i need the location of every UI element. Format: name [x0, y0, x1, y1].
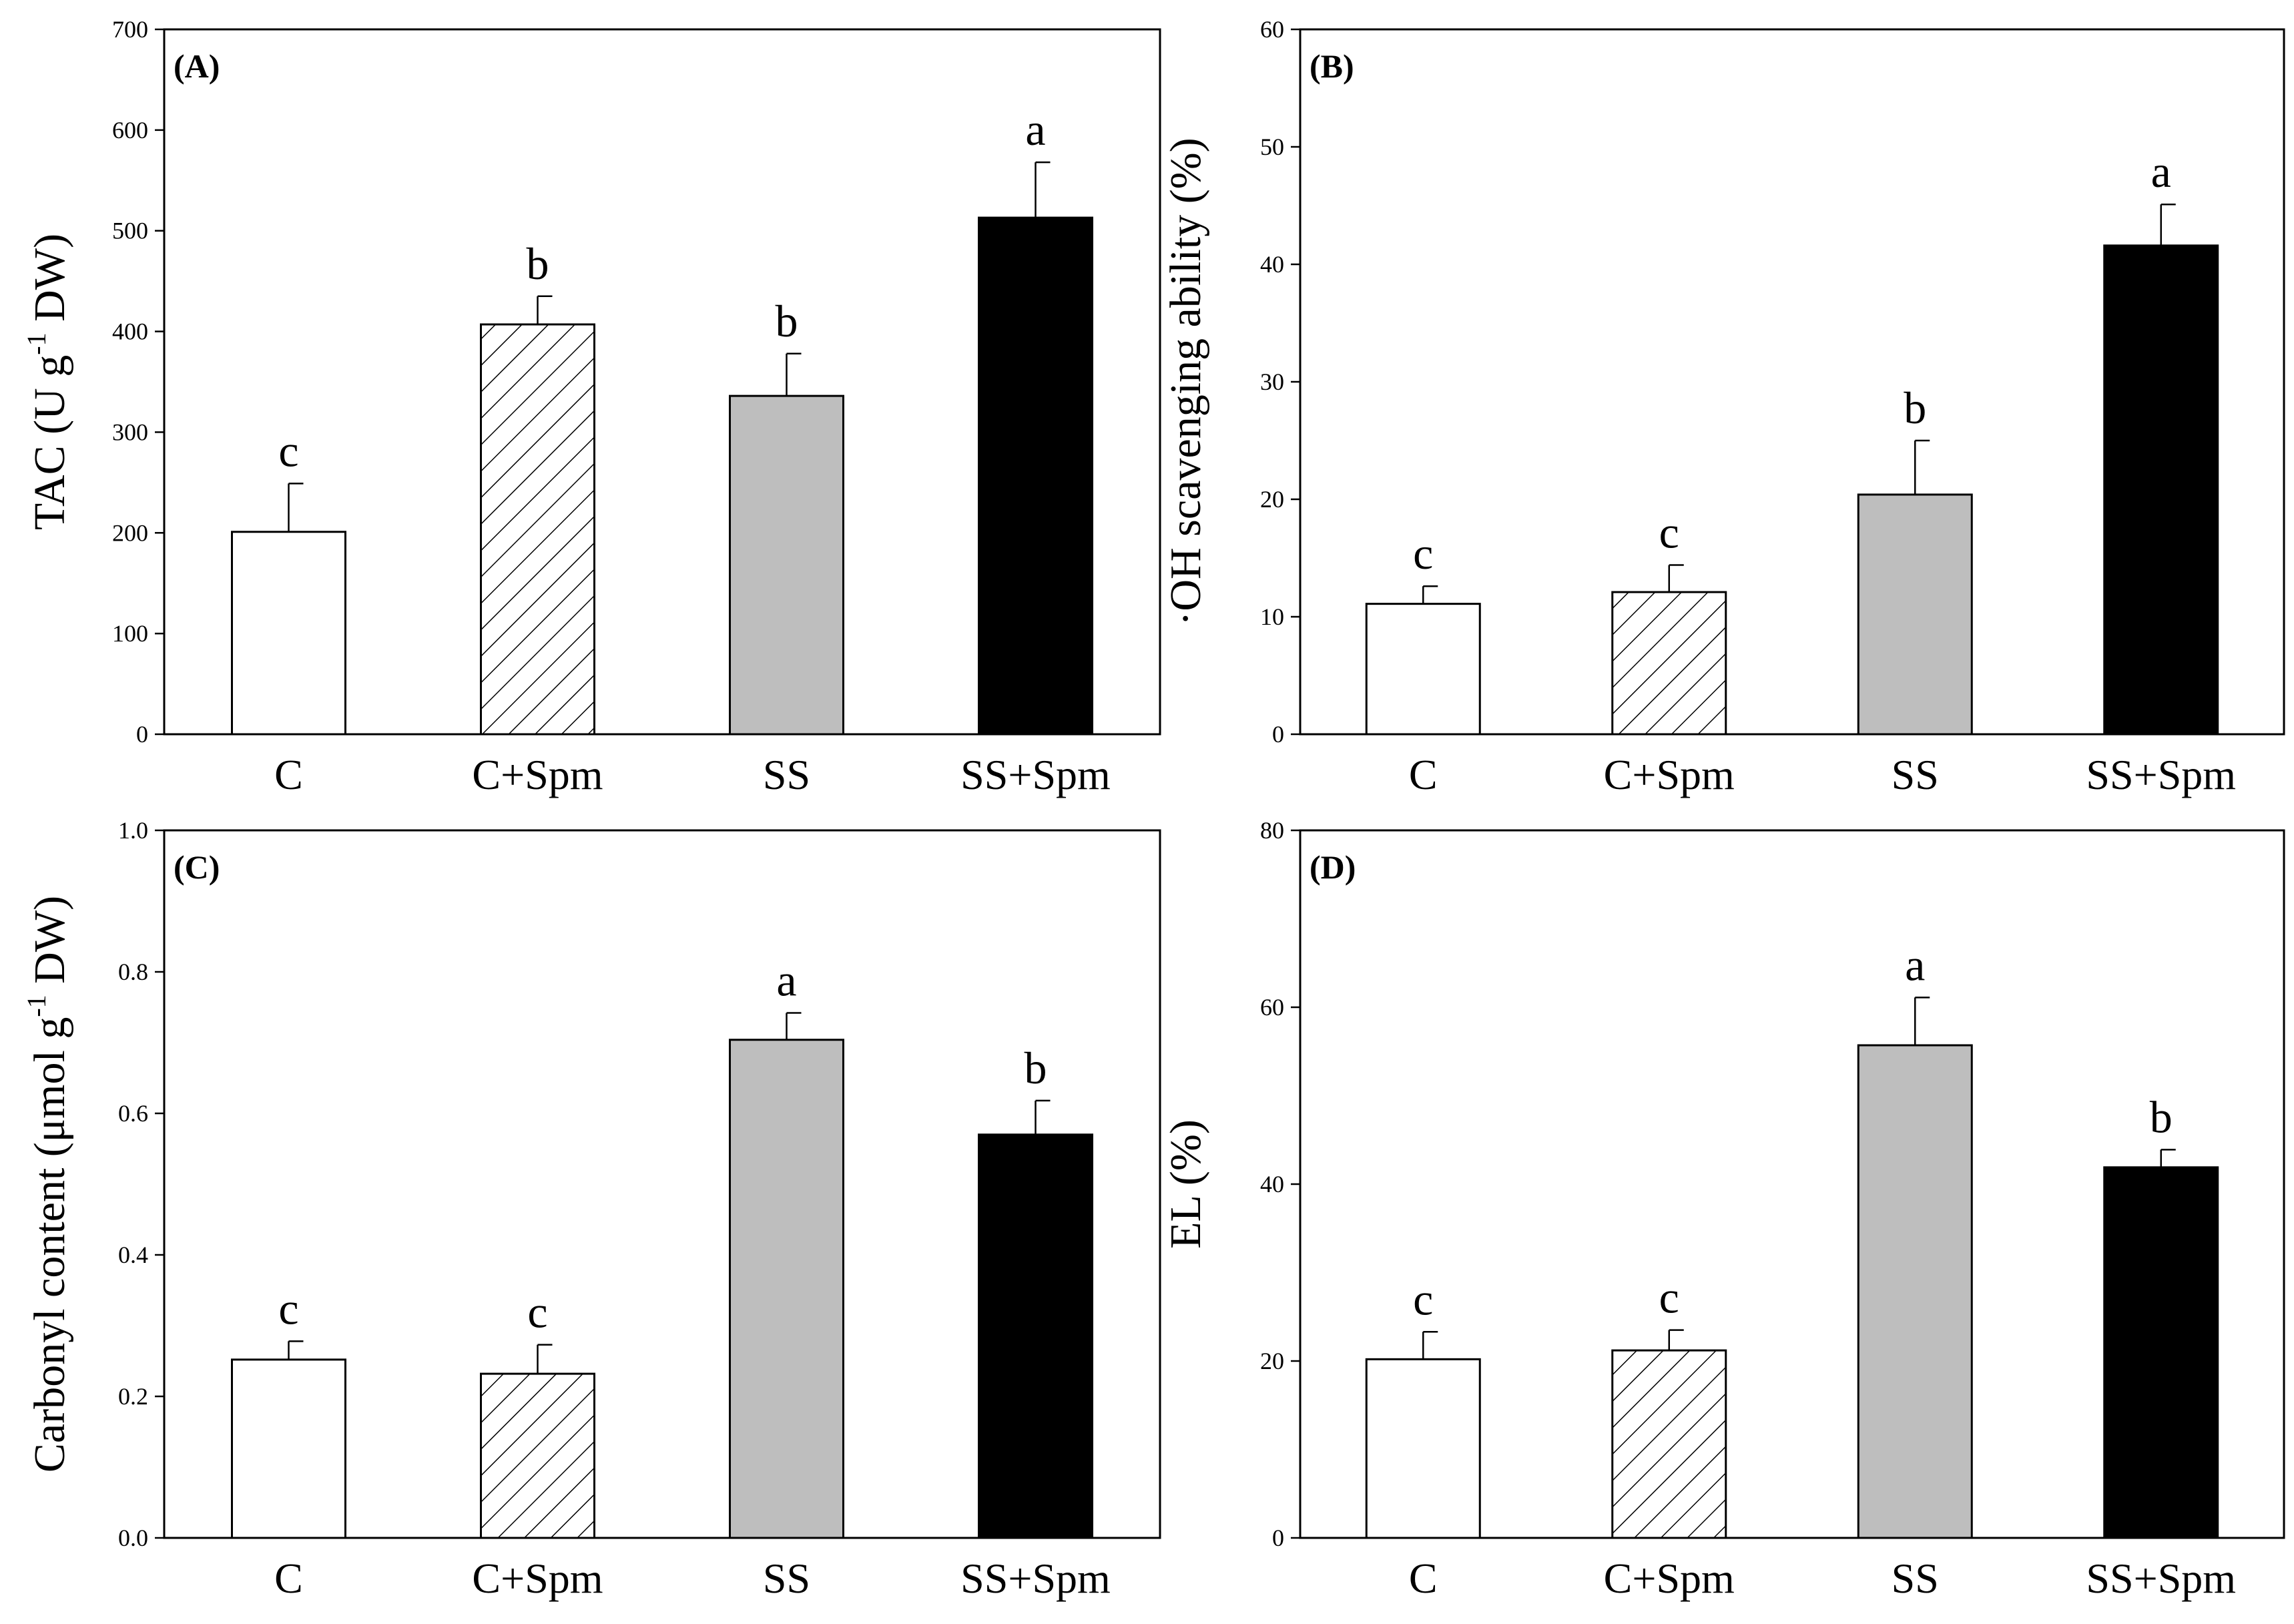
significance-letter: b	[527, 238, 549, 289]
bar-c	[231, 1358, 346, 1539]
y-tick-label: 100	[112, 620, 148, 647]
bar-c-plus-spm	[480, 1372, 595, 1539]
x-category-label: SS+Spm	[2086, 1555, 2236, 1602]
significance-letter: c	[278, 1283, 298, 1334]
bar-c	[231, 531, 346, 736]
chart-panel-1: 0 100 200 300 400 500 600 700 c Cb C+Spm b SS a SS+Spm…	[21, 16, 1161, 798]
significance-letter: c	[1413, 1274, 1433, 1324]
y-tick-label: 600	[112, 117, 148, 144]
chart-panel-2: 0 10 20 30 40 50 60 c Cc C+Spm b SS a SS+Spm (B) ·OH sc…	[1161, 16, 2285, 798]
significance-letter: b	[2150, 1091, 2173, 1142]
y-tick-label: 50	[1260, 133, 1284, 160]
y-tick-label: 0.8	[118, 959, 148, 985]
bar-ss	[1857, 1044, 1973, 1539]
significance-letter: c	[1659, 507, 1679, 558]
x-category-label: C+Spm	[1604, 751, 1735, 798]
x-category-label: SS+Spm	[960, 1555, 1111, 1602]
bar-ss	[1857, 493, 1973, 736]
significance-letter: a	[2151, 146, 2171, 197]
significance-letter: a	[1025, 104, 1045, 155]
x-category-label: C	[274, 751, 303, 798]
x-category-label: SS	[1892, 751, 1939, 798]
panel-label: (B)	[1310, 47, 1354, 85]
bar-ss-plus-spm	[2103, 244, 2219, 736]
bar-c-plus-spm	[1611, 591, 1727, 736]
panel-label: (D)	[1310, 848, 1356, 886]
significance-letter: c	[1659, 1272, 1679, 1323]
bar-ss	[729, 394, 844, 736]
chart-panel-4: 0 20 40 60 80 c Cc C+Spm a SS b SS+Spm (D) EL (%)	[1161, 817, 2285, 1602]
y-tick-label: 80	[1260, 817, 1284, 844]
y-axis-title-main: TAC (U g	[25, 355, 74, 530]
significance-letter: a	[1905, 939, 1925, 990]
y-tick-label: 60	[1260, 16, 1284, 43]
significance-letter: b	[776, 296, 798, 346]
x-category-label: C+Spm	[1604, 1555, 1735, 1602]
y-tick-label: 20	[1260, 486, 1284, 513]
y-tick-label: 1.0	[118, 817, 148, 844]
y-tick-label: 700	[112, 16, 148, 43]
y-tick-label: 0.2	[118, 1383, 148, 1410]
panel-label: (A)	[174, 47, 220, 85]
significance-letter: b	[1904, 382, 1926, 433]
y-axis-title-main: Carbonyl content (μmol g	[25, 1017, 74, 1472]
plot-frame	[163, 28, 1161, 736]
y-tick-label: 400	[112, 318, 148, 345]
y-tick-label: 30	[1260, 368, 1284, 395]
bar-ss	[729, 1039, 844, 1539]
y-tick-label: 40	[1260, 251, 1284, 278]
y-axis-title-superscript: -1	[21, 332, 51, 354]
bar-c	[1365, 1358, 1481, 1539]
x-category-label: SS	[763, 1555, 810, 1602]
y-tick-label: 0.0	[118, 1525, 148, 1551]
bar-c-plus-spm	[480, 323, 595, 736]
x-category-label: SS	[763, 751, 810, 798]
bar-ss-plus-spm	[2103, 1166, 2219, 1539]
y-tick-label: 10	[1260, 603, 1284, 630]
x-category-label: C	[1409, 751, 1438, 798]
x-category-label: SS+Spm	[2086, 751, 2236, 798]
y-axis-title-main: EL (%)	[1161, 1119, 1210, 1249]
y-tick-label: 0	[1272, 1525, 1284, 1551]
significance-letter: c	[278, 425, 298, 476]
significance-letter: a	[776, 955, 796, 1005]
bar-c-plus-spm	[1611, 1349, 1727, 1539]
y-tick-label: 40	[1260, 1171, 1284, 1197]
y-axis-title-main: ·OH scavenging ability (%)	[1161, 138, 1210, 625]
y-axis-title: ·OH scavenging ability (%)	[1161, 138, 1210, 625]
y-tick-label: 0	[136, 721, 148, 748]
x-category-label: C+Spm	[472, 751, 603, 798]
chart-panel-3: 0.0 0.2 0.4 0.6 0.8 1.0 c Cc C+Spm a SS b SS+Spm (C) C…	[21, 817, 1161, 1602]
y-tick-label: 20	[1260, 1348, 1284, 1374]
significance-letter: c	[527, 1287, 547, 1338]
y-tick-label: 0.6	[118, 1100, 148, 1127]
x-category-label: SS	[1892, 1555, 1939, 1602]
y-axis-title-tail: DW)	[25, 896, 74, 995]
significance-letter: b	[1025, 1043, 1047, 1093]
panel-label: (C)	[174, 848, 220, 886]
y-tick-label: 300	[112, 419, 148, 445]
y-tick-label: 500	[112, 218, 148, 244]
x-category-label: C	[1409, 1555, 1438, 1602]
x-category-label: C+Spm	[472, 1555, 603, 1602]
x-category-label: C	[274, 1555, 303, 1602]
y-tick-label: 200	[112, 519, 148, 546]
y-tick-label: 0.4	[118, 1242, 148, 1268]
y-tick-label: 0	[1272, 721, 1284, 748]
y-axis-title-superscript: -1	[21, 995, 51, 1017]
x-category-label: SS+Spm	[960, 751, 1111, 798]
bar-ss-plus-spm	[978, 1133, 1093, 1539]
y-axis-title: Carbonyl content (μmol g-1 DW)	[21, 896, 74, 1472]
significance-letter: c	[1413, 528, 1433, 579]
y-axis-title: EL (%)	[1161, 1119, 1210, 1249]
bar-c	[1365, 603, 1481, 736]
bar-ss-plus-spm	[978, 216, 1093, 736]
y-tick-label: 60	[1260, 994, 1284, 1021]
plot-frame	[163, 829, 1161, 1539]
y-axis-title-tail: DW)	[25, 234, 74, 332]
y-axis-title: TAC (U g-1 DW)	[21, 234, 74, 530]
